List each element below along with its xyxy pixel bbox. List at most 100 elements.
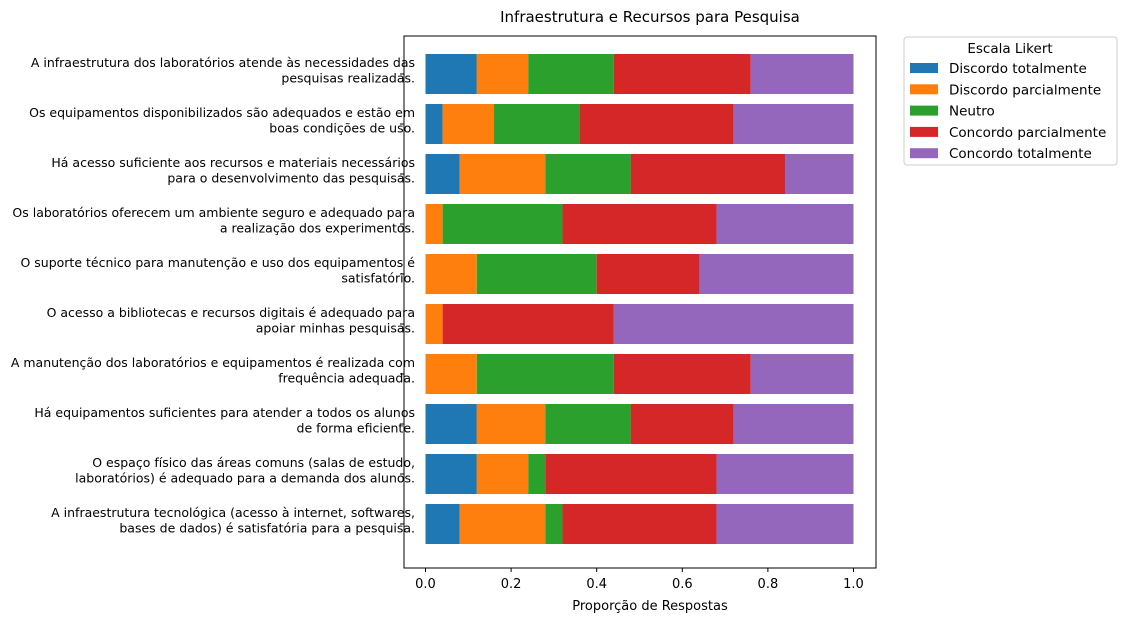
bar-3-series-4 xyxy=(716,204,854,244)
x-tick-label-1: 0.2 xyxy=(501,577,522,592)
legend-swatch-2 xyxy=(910,105,938,116)
plot-frame xyxy=(403,35,877,569)
y-tick-label-2: Há acesso suficiente aos recursos e mate… xyxy=(51,155,415,186)
x-axis-label: Proporção de Respostas xyxy=(572,599,728,614)
bar-4-series-4 xyxy=(699,254,854,294)
bar-2-series-1 xyxy=(459,154,546,194)
bar-2-series-3 xyxy=(630,154,786,194)
y-tick-label-line: O suporte técnico para manutenção e uso … xyxy=(20,255,415,270)
y-tick-label-line: A manutenção dos laboratórios e equipame… xyxy=(11,355,415,370)
bar-1-series-2 xyxy=(493,104,580,144)
legend-swatch-3 xyxy=(910,126,938,137)
bar-5-series-4 xyxy=(613,304,854,344)
bar-5-series-3 xyxy=(442,304,614,344)
y-tick-label-line: Há equipamentos suficientes para atender… xyxy=(34,405,415,420)
y-tick-label-line: Os equipamentos disponibilizados são ade… xyxy=(29,105,415,120)
bar-8-series-4 xyxy=(716,454,854,494)
bar-8-series-3 xyxy=(545,454,717,494)
y-tick-label-7: Há equipamentos suficientes para atender… xyxy=(34,405,415,436)
bar-8-series-0 xyxy=(425,454,477,494)
bar-4-series-3 xyxy=(596,254,700,294)
legend-swatch-1 xyxy=(910,84,938,95)
legend-entry-1: Discordo parcialmente xyxy=(949,82,1101,98)
y-tick-label-9: A infraestrutura tecnológica (acesso à i… xyxy=(51,505,415,536)
y-tick-label-line: laboratórios) é adequado para a demanda … xyxy=(75,471,415,486)
bar-0-series-0 xyxy=(425,54,477,94)
legend-swatch-0 xyxy=(910,63,938,73)
bar-6-series-3 xyxy=(613,354,751,394)
bar-6-series-4 xyxy=(750,354,854,394)
y-tick-label-0: A infraestrutura dos laboratórios atende… xyxy=(31,55,415,86)
legend-entry-3: Concordo parcialmente xyxy=(949,125,1106,141)
y-tick-labels: A infraestrutura dos laboratórios atende… xyxy=(11,55,415,536)
bar-7-series-2 xyxy=(545,404,631,444)
bar-9-series-1 xyxy=(459,504,546,544)
legend-title: Escala Likert xyxy=(967,41,1052,57)
y-tick-label-1: Os equipamentos disponibilizados são ade… xyxy=(29,105,415,136)
y-tick-label-8: O espaço físico das áreas comuns (salas … xyxy=(75,455,415,486)
y-tick-label-5: O acesso a bibliotecas e recursos digita… xyxy=(47,305,415,336)
bar-1-series-1 xyxy=(442,104,494,144)
x-axis-ticks: 0.0 0.2 0.4 0.6 0.8 1.0 xyxy=(415,568,864,592)
x-tick-label-0: 0.0 xyxy=(415,577,436,592)
bar-6-series-2 xyxy=(476,354,614,394)
legend-entry-4: Concordo totalmente xyxy=(949,146,1092,162)
bar-1-series-3 xyxy=(579,104,734,144)
bar-1-series-4 xyxy=(733,104,854,144)
bar-9-series-0 xyxy=(425,504,460,544)
y-tick-label-line: a realização dos experimentos. xyxy=(220,221,415,236)
bar-2-series-4 xyxy=(785,154,854,194)
bar-9-series-3 xyxy=(562,504,717,544)
y-tick-label-line: Há acesso suficiente aos recursos e mate… xyxy=(51,155,415,170)
bar-5-series-1 xyxy=(425,304,443,344)
x-tick-label-2: 0.4 xyxy=(586,577,607,592)
y-tick-label-line: frequência adequada. xyxy=(278,371,415,386)
legend-swatch-4 xyxy=(910,148,938,159)
bar-7-series-3 xyxy=(630,404,734,444)
bar-3-series-3 xyxy=(562,204,717,244)
y-tick-label-line: bases de dados) é satisfatória para a pe… xyxy=(119,521,415,536)
bar-0-series-2 xyxy=(528,54,614,94)
y-tick-label-3: Os laboratórios oferecem um ambiente seg… xyxy=(12,205,415,236)
y-tick-label-line: A infraestrutura dos laboratórios atende… xyxy=(31,55,415,70)
x-tick-label-4: 0.8 xyxy=(758,577,779,592)
legend-frame xyxy=(903,36,1118,166)
bar-7-series-0 xyxy=(425,404,477,444)
bar-8-series-2 xyxy=(528,454,546,494)
bar-0-series-4 xyxy=(750,54,854,94)
bar-0-series-3 xyxy=(613,54,751,94)
chart-title: Infraestrutura e Recursos para Pesquisa xyxy=(500,8,800,26)
y-tick-label-line: O acesso a bibliotecas e recursos digita… xyxy=(47,305,415,320)
bar-6-series-1 xyxy=(425,354,477,394)
bar-7-series-4 xyxy=(733,404,854,444)
y-tick-label-line: A infraestrutura tecnológica (acesso à i… xyxy=(51,505,415,520)
y-tick-label-line: apoiar minhas pesquisas. xyxy=(256,321,415,336)
bar-2-series-0 xyxy=(425,154,460,194)
y-tick-label-line: pesquisas realizadas. xyxy=(281,71,415,86)
bar-7-series-1 xyxy=(476,404,546,444)
y-tick-label-line: boas condições de uso. xyxy=(269,121,415,136)
legend: Escala Likert Discordo totalmente Discord… xyxy=(903,36,1118,166)
bar-2-series-2 xyxy=(545,154,631,194)
bars-group xyxy=(425,54,854,544)
bar-4-series-1 xyxy=(425,254,477,294)
y-tick-label-4: O suporte técnico para manutenção e uso … xyxy=(20,255,415,286)
bar-8-series-1 xyxy=(476,454,529,494)
y-tick-label-line: Os laboratórios oferecem um ambiente seg… xyxy=(12,205,415,220)
y-tick-label-line: O espaço físico das áreas comuns (salas … xyxy=(92,455,415,470)
y-tick-label-line: de forma eficiente. xyxy=(297,421,415,436)
bar-1-series-0 xyxy=(425,104,443,144)
bar-0-series-1 xyxy=(476,54,529,94)
bar-3-series-2 xyxy=(442,204,563,244)
y-tick-label-line: para o desenvolvimento das pesquisas. xyxy=(167,171,415,186)
bar-4-series-2 xyxy=(476,254,597,294)
x-tick-label-3: 0.6 xyxy=(672,577,693,592)
legend-entry-2: Neutro xyxy=(949,104,995,120)
bar-3-series-1 xyxy=(425,204,443,244)
bar-9-series-4 xyxy=(716,504,854,544)
y-tick-label-line: satisfatório. xyxy=(341,271,415,286)
x-tick-label-5: 1.0 xyxy=(843,577,864,592)
bar-9-series-2 xyxy=(545,504,563,544)
legend-entry-0: Discordo totalmente xyxy=(949,61,1087,77)
